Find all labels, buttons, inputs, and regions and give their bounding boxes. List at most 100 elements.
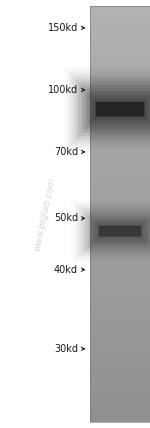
- Bar: [90, 287, 150, 289]
- Bar: [90, 77, 150, 79]
- Bar: [90, 361, 150, 363]
- Bar: [90, 282, 150, 285]
- Bar: [90, 33, 150, 36]
- Bar: [90, 336, 150, 339]
- Bar: [90, 175, 150, 177]
- Bar: [90, 110, 150, 112]
- FancyBboxPatch shape: [96, 223, 144, 240]
- Bar: [90, 247, 150, 249]
- Bar: [90, 116, 150, 119]
- Bar: [90, 226, 150, 229]
- Bar: [90, 13, 150, 15]
- Bar: [90, 241, 150, 243]
- FancyBboxPatch shape: [91, 218, 149, 244]
- Bar: [90, 332, 150, 334]
- Bar: [90, 322, 150, 324]
- Bar: [90, 31, 150, 33]
- Bar: [90, 233, 150, 235]
- Bar: [90, 366, 150, 368]
- Bar: [90, 166, 150, 168]
- Bar: [90, 42, 150, 44]
- Bar: [90, 100, 150, 102]
- Bar: [90, 81, 150, 83]
- Bar: [90, 67, 150, 69]
- Bar: [90, 125, 150, 127]
- Bar: [90, 65, 150, 67]
- Bar: [90, 318, 150, 320]
- Bar: [90, 40, 150, 42]
- Bar: [90, 229, 150, 231]
- Bar: [90, 158, 150, 160]
- FancyBboxPatch shape: [96, 102, 144, 116]
- Bar: [90, 303, 150, 305]
- Bar: [90, 56, 150, 58]
- Bar: [90, 363, 150, 366]
- Bar: [90, 380, 150, 382]
- Bar: [90, 25, 150, 27]
- Bar: [90, 384, 150, 386]
- Bar: [90, 58, 150, 60]
- Bar: [90, 316, 150, 318]
- FancyBboxPatch shape: [87, 92, 150, 127]
- Bar: [90, 297, 150, 299]
- Bar: [90, 341, 150, 343]
- Text: 50kd: 50kd: [54, 213, 78, 223]
- Text: 100kd: 100kd: [48, 85, 78, 95]
- Bar: [90, 102, 150, 104]
- Bar: [90, 320, 150, 322]
- Bar: [90, 382, 150, 384]
- Bar: [90, 168, 150, 170]
- Bar: [90, 390, 150, 392]
- Bar: [90, 405, 150, 407]
- Bar: [90, 135, 150, 137]
- Bar: [90, 119, 150, 121]
- Bar: [90, 98, 150, 100]
- Bar: [90, 92, 150, 94]
- Bar: [90, 52, 150, 54]
- Bar: [90, 328, 150, 330]
- Bar: [90, 185, 150, 187]
- Bar: [90, 87, 150, 89]
- Bar: [90, 152, 150, 154]
- Bar: [90, 376, 150, 378]
- Bar: [90, 160, 150, 162]
- Bar: [90, 401, 150, 403]
- Bar: [90, 146, 150, 148]
- Bar: [90, 183, 150, 185]
- Text: 150kd: 150kd: [48, 23, 78, 33]
- Bar: [90, 359, 150, 361]
- Bar: [90, 6, 150, 422]
- Bar: [90, 301, 150, 303]
- Bar: [90, 216, 150, 218]
- Bar: [90, 29, 150, 31]
- Bar: [90, 268, 150, 270]
- FancyBboxPatch shape: [88, 216, 150, 247]
- Bar: [90, 50, 150, 52]
- Bar: [90, 83, 150, 85]
- Bar: [90, 172, 150, 175]
- Bar: [90, 272, 150, 274]
- Bar: [90, 351, 150, 353]
- Bar: [90, 15, 150, 17]
- Bar: [90, 127, 150, 129]
- Bar: [90, 129, 150, 131]
- Bar: [90, 179, 150, 181]
- Bar: [90, 407, 150, 409]
- Bar: [90, 154, 150, 156]
- Bar: [90, 403, 150, 405]
- Bar: [90, 347, 150, 349]
- Bar: [90, 307, 150, 309]
- Bar: [90, 299, 150, 301]
- FancyBboxPatch shape: [81, 86, 150, 133]
- Bar: [90, 280, 150, 282]
- Bar: [90, 156, 150, 158]
- Bar: [90, 123, 150, 125]
- Bar: [90, 409, 150, 411]
- Bar: [90, 224, 150, 226]
- Bar: [90, 237, 150, 239]
- Bar: [90, 197, 150, 199]
- Bar: [90, 251, 150, 253]
- Bar: [90, 220, 150, 222]
- Bar: [90, 60, 150, 62]
- Bar: [90, 187, 150, 189]
